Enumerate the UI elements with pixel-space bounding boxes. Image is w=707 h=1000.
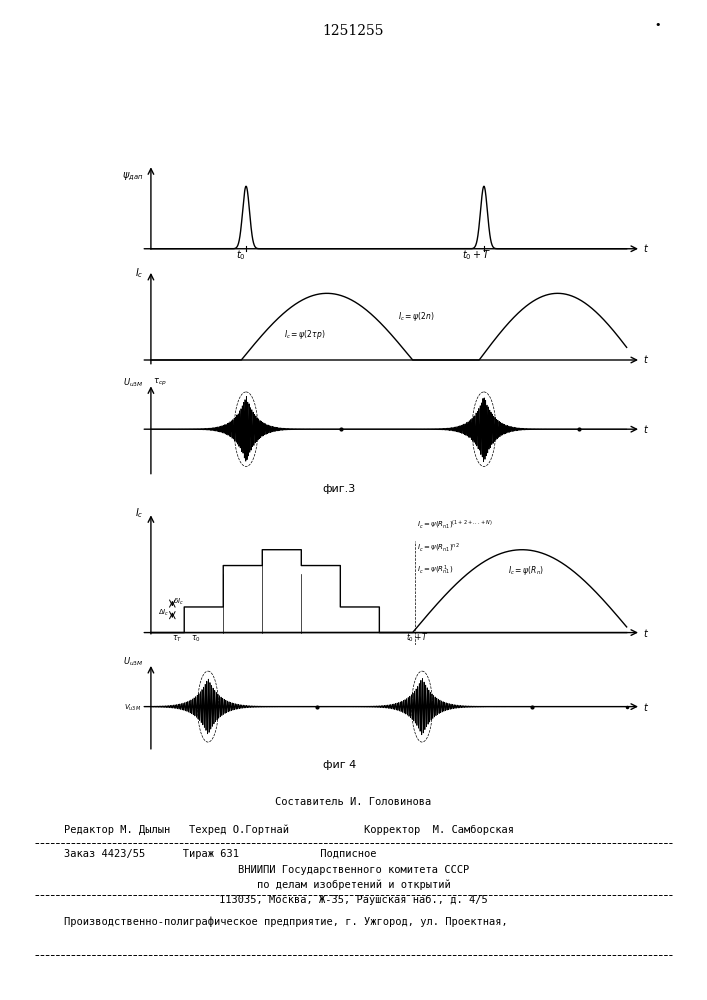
- Text: Редактор М. Дылын   Техред О.Гортнай            Корректор  М. Самборская: Редактор М. Дылын Техред О.Гортнай Корре…: [64, 824, 513, 835]
- Text: 1251255: 1251255: [323, 24, 384, 38]
- Text: Производственно-полиграфическое предприятие, г. Ужгород, ул. Проектная,: Производственно-полиграфическое предприя…: [64, 916, 508, 927]
- Text: $I_c=\psi(R_n)$: $I_c=\psi(R_n)$: [508, 564, 544, 577]
- Text: фиг 4: фиг 4: [322, 760, 356, 770]
- Text: $I_c=\psi(R_{n1}^1)$: $I_c=\psi(R_{n1}^1)$: [417, 564, 454, 577]
- Text: $t$: $t$: [643, 701, 650, 713]
- Text: $I_c$: $I_c$: [135, 507, 144, 520]
- Text: по делам изобретений и открытий: по делам изобретений и открытий: [257, 880, 450, 890]
- Text: $V_{u3M}$: $V_{u3M}$: [124, 703, 141, 713]
- Text: $I_c=\psi(2n)$: $I_c=\psi(2n)$: [398, 310, 435, 323]
- Text: $t_0$: $t_0$: [236, 248, 246, 262]
- Text: $t$: $t$: [643, 423, 650, 435]
- Text: фиг.3: фиг.3: [322, 484, 356, 494]
- Text: $I_c=\psi(R_{n1})^{(1+2+...+N)}$: $I_c=\psi(R_{n1})^{(1+2+...+N)}$: [417, 518, 493, 531]
- Text: $I_c=\psi(R_{n1})^{n2}$: $I_c=\psi(R_{n1})^{n2}$: [417, 541, 460, 554]
- Text: $t$: $t$: [643, 627, 650, 639]
- Text: $I_c$: $I_c$: [135, 267, 144, 280]
- Text: $t_0+T$: $t_0+T$: [406, 632, 429, 644]
- Text: Составитель И. Головинова: Составитель И. Головинова: [275, 797, 432, 807]
- Text: •: •: [654, 20, 661, 30]
- Text: $I_c=\psi(2\tau p)$: $I_c=\psi(2\tau p)$: [284, 328, 325, 341]
- Text: 113035, Москва, Ж-35, Раушская наб., д. 4/5: 113035, Москва, Ж-35, Раушская наб., д. …: [219, 895, 488, 905]
- Text: $\tau_0$: $\tau_0$: [192, 634, 201, 644]
- Text: Заказ 4423/55      Тираж 631             Подписное: Заказ 4423/55 Тираж 631 Подписное: [64, 849, 376, 859]
- Text: $t$: $t$: [643, 242, 650, 254]
- Text: $\psi_{дап}$: $\psi_{дап}$: [122, 171, 144, 183]
- Text: $U_{u3M}$: $U_{u3M}$: [123, 656, 144, 668]
- Text: $t$: $t$: [643, 353, 650, 365]
- Text: $\tau_T$: $\tau_T$: [172, 634, 182, 644]
- Text: $t_0+T$: $t_0+T$: [462, 248, 491, 262]
- Text: $U_{u3M}$: $U_{u3M}$: [123, 376, 144, 389]
- Text: ВНИИПИ Государственного комитета СССР: ВНИИПИ Государственного комитета СССР: [238, 865, 469, 875]
- Text: $\tau_{cp}$: $\tau_{cp}$: [153, 377, 167, 388]
- Text: $\Delta I_c$: $\Delta I_c$: [158, 608, 169, 618]
- Text: $\delta I_c$: $\delta I_c$: [173, 597, 185, 607]
